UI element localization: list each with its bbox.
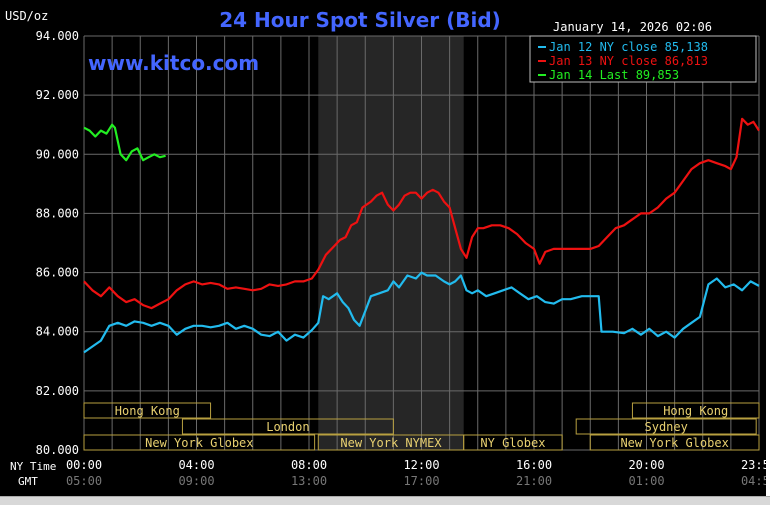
- legend-entry: Jan 12 NY close 85,138: [549, 40, 708, 54]
- session-label: New York NYMEX: [340, 436, 442, 450]
- unit-label: USD/oz: [5, 9, 48, 23]
- legend-entry: Jan 13 NY close 86,813: [549, 54, 708, 68]
- nymex-shaded-band: [318, 36, 464, 450]
- y-tick-label: 82.000: [36, 384, 79, 398]
- ny-time-label: NY Time: [10, 460, 56, 473]
- x-tick-label-gmt: 21:00: [516, 474, 552, 488]
- y-tick-label: 86.000: [36, 266, 79, 280]
- y-tick-label: 84.000: [36, 325, 79, 339]
- x-tick-label-ny: 00:00: [66, 458, 102, 472]
- session-label: NY Globex: [480, 436, 545, 450]
- y-tick-label: 90.000: [36, 147, 79, 161]
- session-label: Hong Kong: [663, 404, 728, 418]
- y-tick-label: 80.000: [36, 443, 79, 457]
- x-tick-label-gmt: 04:59: [741, 474, 766, 488]
- watermark: www.kitco.com: [88, 51, 259, 75]
- y-tick-label: 88.000: [36, 206, 79, 220]
- session-label: London: [266, 420, 309, 434]
- session-box: [631, 402, 760, 419]
- series-line: [83, 117, 760, 310]
- chart-title: 24 Hour Spot Silver (Bid): [219, 8, 501, 32]
- x-tick-label-ny: 16:00: [516, 458, 552, 472]
- x-tick-label-ny: 23:59: [741, 458, 766, 472]
- timestamp: January 14, 2026 02:06: [553, 20, 712, 34]
- session-label: New York Globex: [145, 436, 253, 450]
- x-tick-label-gmt: 17:00: [403, 474, 439, 488]
- series-line: [83, 271, 760, 354]
- session-box: [575, 418, 757, 435]
- gmt-label: GMT: [18, 475, 38, 488]
- session-box: [589, 434, 760, 451]
- x-tick-label-ny: 12:00: [403, 458, 439, 472]
- session-box: [83, 434, 316, 451]
- x-tick-label-gmt: 05:00: [66, 474, 102, 488]
- session-label: New York Globex: [620, 436, 728, 450]
- session-label: Sydney: [645, 420, 688, 434]
- footer-bar: [0, 496, 770, 505]
- spot-silver-chart: Hong Kong Hong Kong London Sydney New York G…: [5, 8, 770, 488]
- x-tick-label-ny: 20:00: [628, 458, 664, 472]
- session-box: [463, 434, 563, 451]
- session-label: Hong Kong: [115, 404, 180, 418]
- x-tick-label-ny: 08:00: [291, 458, 327, 472]
- legend-entry: Jan 14 Last 89,853: [549, 68, 679, 82]
- x-tick-label-ny: 04:00: [178, 458, 214, 472]
- x-tick-label-gmt: 13:00: [291, 474, 327, 488]
- legend-box: [529, 35, 757, 83]
- series-line: [83, 123, 166, 162]
- y-tick-label: 94.000: [36, 29, 79, 43]
- x-tick-label-gmt: 01:00: [628, 474, 664, 488]
- y-tick-label: 92.000: [36, 88, 79, 102]
- session-box: [83, 402, 212, 419]
- session-box: [181, 418, 394, 435]
- x-tick-label-gmt: 09:00: [178, 474, 214, 488]
